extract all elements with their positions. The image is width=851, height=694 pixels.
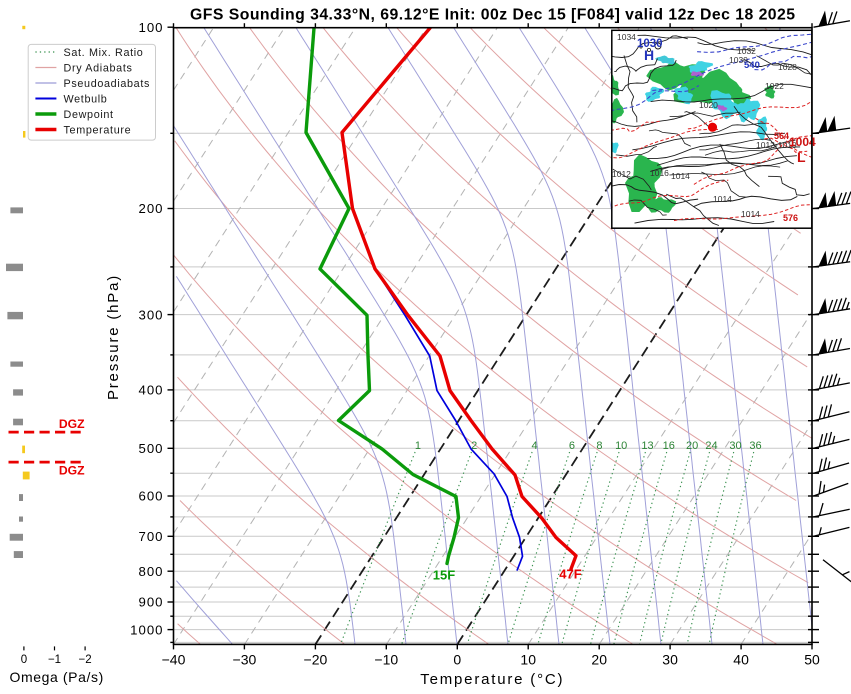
- svg-text:10: 10: [520, 651, 536, 667]
- svg-text:1020: 1020: [699, 100, 718, 110]
- svg-text:30: 30: [662, 651, 678, 667]
- svg-text:GFS Sounding 34.33°N, 69.12°E: GFS Sounding 34.33°N, 69.12°E Init: 00z …: [190, 7, 796, 24]
- svg-text:100: 100: [138, 20, 163, 35]
- svg-text:8: 8: [596, 440, 602, 452]
- svg-text:−30: −30: [233, 651, 257, 667]
- svg-text:200: 200: [138, 201, 163, 216]
- svg-text:30: 30: [729, 440, 741, 452]
- svg-text:1: 1: [415, 440, 421, 452]
- svg-text:Pseudoadiabats: Pseudoadiabats: [64, 78, 151, 90]
- svg-text:576: 576: [783, 213, 798, 223]
- svg-text:13: 13: [641, 440, 653, 452]
- svg-text:15F: 15F: [433, 568, 455, 583]
- svg-text:700: 700: [138, 529, 163, 544]
- svg-text:24: 24: [705, 440, 717, 452]
- svg-text:4: 4: [532, 440, 538, 452]
- svg-text:DGZ: DGZ: [59, 463, 85, 477]
- svg-text:−20: −20: [304, 651, 328, 667]
- svg-text:0: 0: [21, 654, 27, 666]
- svg-text:−40: −40: [162, 651, 186, 667]
- svg-text:H: H: [644, 47, 654, 63]
- svg-text:900: 900: [138, 595, 163, 610]
- svg-text:540: 540: [744, 60, 760, 71]
- svg-text:L: L: [797, 149, 806, 165]
- svg-text:40: 40: [733, 651, 749, 667]
- svg-text:1014: 1014: [741, 209, 760, 219]
- svg-text:Temperature: Temperature: [64, 124, 132, 136]
- svg-text:1016: 1016: [650, 168, 669, 178]
- svg-text:20: 20: [686, 440, 698, 452]
- svg-text:1012: 1012: [612, 169, 631, 179]
- svg-text:20: 20: [591, 651, 607, 667]
- svg-text:Wetbulb: Wetbulb: [64, 93, 108, 105]
- svg-text:Dewpoint: Dewpoint: [64, 109, 114, 121]
- svg-text:1030: 1030: [729, 55, 748, 65]
- svg-text:Dry Adiabats: Dry Adiabats: [64, 62, 133, 74]
- svg-text:400: 400: [138, 383, 163, 398]
- svg-text:800: 800: [138, 564, 163, 579]
- svg-text:6: 6: [569, 440, 575, 452]
- svg-text:1032: 1032: [737, 46, 756, 56]
- svg-text:36: 36: [749, 440, 761, 452]
- svg-text:1012-1010: 1012-1010: [756, 140, 797, 150]
- svg-text:1000: 1000: [130, 622, 163, 637]
- svg-text:Pressure (hPa): Pressure (hPa): [105, 274, 122, 400]
- svg-text:−2: −2: [79, 654, 92, 666]
- svg-text:DGZ: DGZ: [59, 417, 85, 431]
- svg-text:1014: 1014: [671, 171, 690, 181]
- svg-text:Sat. Mix. Ratio: Sat. Mix. Ratio: [64, 47, 144, 59]
- svg-text:47F: 47F: [559, 567, 581, 582]
- svg-text:1030: 1030: [637, 38, 663, 50]
- svg-text:300: 300: [138, 307, 163, 322]
- svg-text:0: 0: [453, 651, 461, 667]
- svg-text:1034: 1034: [617, 32, 636, 42]
- svg-text:16: 16: [663, 440, 675, 452]
- svg-text:1004: 1004: [789, 135, 816, 149]
- svg-text:1028: 1028: [778, 62, 797, 72]
- svg-text:600: 600: [138, 489, 163, 504]
- svg-text:−1: −1: [48, 654, 61, 666]
- svg-text:2: 2: [471, 440, 477, 452]
- svg-text:50: 50: [804, 651, 820, 667]
- svg-text:1022: 1022: [765, 81, 784, 91]
- svg-text:564: 564: [774, 131, 789, 141]
- svg-text:1014: 1014: [713, 194, 732, 204]
- svg-text:Temperature (°C): Temperature (°C): [420, 671, 564, 688]
- svg-text:500: 500: [138, 441, 163, 456]
- svg-text:−10: −10: [374, 651, 398, 667]
- svg-text:10: 10: [615, 440, 627, 452]
- svg-text:Omega (Pa/s): Omega (Pa/s): [10, 669, 104, 685]
